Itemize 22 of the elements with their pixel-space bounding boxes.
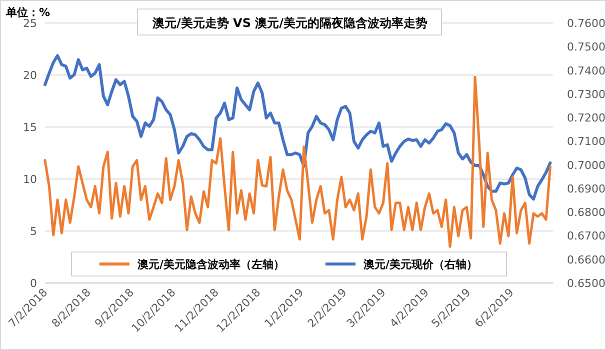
y2-tick-label: 0.6700 [567,230,606,243]
y2-tick-label: 0.7400 [567,64,606,78]
y2-tick-label: 0.7100 [567,135,606,148]
y2-tick-label: 0.6800 [567,206,606,220]
y2-tick-label: 0.7200 [567,112,606,125]
y-tick-label: 20 [23,69,37,82]
y2-tick-label: 0.6600 [567,253,606,266]
legend-label: 澳元/美元隐含波动率（左轴） [136,258,284,271]
y-axis-title: 单位：% [5,6,50,19]
chart-title: 澳元/美元走势 VS 澳元/美元的隔夜隐含波动率走势 [151,16,428,30]
y2-tick-label: 0.7000 [567,158,606,172]
y2-tick-label: 0.6500 [567,277,606,290]
y2-tick-label: 0.6900 [567,182,606,196]
y-tick-label: 25 [23,17,37,30]
y2-tick-label: 0.7500 [567,40,606,54]
legend-label: 澳元/美元现价（右轴） [362,258,478,271]
y-tick-label: 10 [23,173,37,186]
y2-tick-label: 0.7600 [567,17,606,30]
y-tick-label: 15 [23,121,37,134]
y2-tick-label: 0.7300 [567,88,606,101]
y-tick-label: 0 [30,277,37,290]
y-tick-label: 5 [30,225,37,238]
